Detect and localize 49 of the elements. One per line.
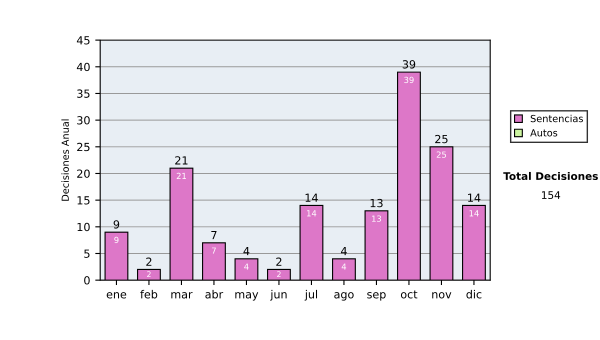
y-tick-label: 30 (77, 116, 90, 125)
data-label: 14 (470, 210, 479, 216)
y-axis-title: Decisiones Anual (61, 119, 69, 201)
data-label: 7 (212, 248, 216, 254)
data-label: 25 (436, 151, 446, 158)
y-tick-label: 5 (84, 250, 90, 258)
y-tick-label: 0 (84, 276, 90, 285)
total-label: 4 (243, 247, 250, 256)
x-tick-label: nov (432, 292, 452, 298)
total-label: 25 (435, 134, 448, 144)
x-tick-label: feb (140, 290, 158, 298)
total-label: 14 (468, 194, 480, 202)
x-tick-label: mar (171, 292, 193, 298)
x-tick-label: jun (270, 290, 287, 301)
total-label: 9 (114, 220, 120, 229)
y-tick-label: 10 (78, 222, 90, 232)
total-label: 21 (175, 156, 188, 164)
total-label: 2 (276, 258, 282, 266)
x-tick-label: may (235, 292, 258, 301)
y-tick-label: 40 (76, 62, 90, 72)
x-tick-label: sep (367, 292, 386, 301)
text: Total Decisiones (503, 172, 598, 180)
data-label: 14 (307, 210, 316, 216)
total-label: 14 (306, 194, 318, 202)
total-label: 13 (370, 198, 383, 208)
y-tick-label: 20 (77, 169, 90, 178)
y-tick-label: 45 (76, 36, 90, 44)
text: 154 (542, 191, 560, 200)
legend-label: Autos (530, 129, 558, 136)
data-label: 39 (404, 76, 414, 84)
y-tick-label: 35 (77, 89, 90, 98)
data-label: 4 (244, 264, 249, 270)
total-label: 39 (402, 60, 416, 69)
total-label: 7 (211, 231, 217, 240)
data-label: 4 (342, 264, 346, 270)
x-tick-label: oct (400, 290, 418, 298)
x-tick-label: jul (304, 290, 318, 301)
total-label: 2 (146, 258, 152, 266)
x-tick-label: dic (466, 290, 482, 298)
y-tick-label: 15 (78, 196, 90, 205)
data-label: 9 (114, 236, 119, 244)
data-label: 13 (372, 215, 382, 222)
data-label: 21 (176, 172, 186, 179)
x-tick-label: ene (106, 292, 126, 298)
total-label: 4 (340, 247, 347, 256)
x-tick-label: abr (205, 290, 224, 298)
x-tick-label: ago (334, 292, 354, 301)
legend-label: Sentencias (530, 114, 583, 122)
y-tick-label: 25 (77, 142, 90, 152)
